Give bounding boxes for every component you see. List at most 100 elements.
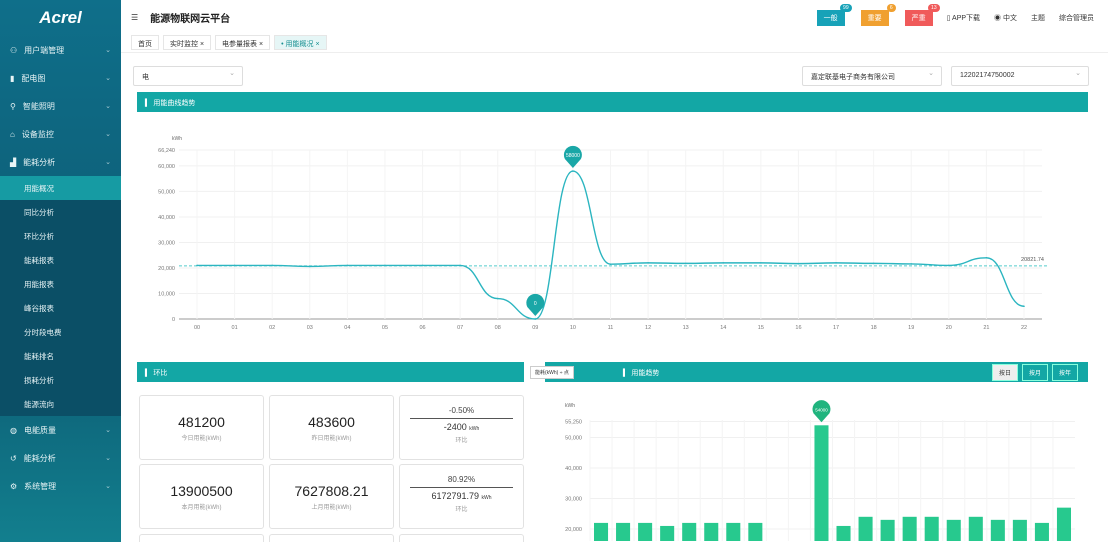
data-point <box>384 264 386 267</box>
chevron-down-icon: ⌄ <box>105 47 111 54</box>
alarm-badge[interactable]: 重要 6 <box>860 4 896 26</box>
period-button[interactable]: 按月 <box>1021 364 1048 381</box>
x-tick-label: 02 <box>269 325 275 331</box>
y-tick-label: 20,000 <box>565 527 582 533</box>
stat-card: 80.92% 6172791.79 kWh 环比 <box>399 464 524 529</box>
sidebar-item[interactable]: ▟ 能耗分析 ⌄ <box>10 157 111 167</box>
min-marker-label: 0 <box>534 301 537 307</box>
company-select[interactable]: 嘉定联基电子商务有限公司 <box>802 66 942 86</box>
x-tick-label: 20 <box>946 325 952 331</box>
submenu-item[interactable]: 用能报表 <box>24 279 54 289</box>
theme-link[interactable]: 主题 <box>1031 15 1045 22</box>
menu-toggle-icon[interactable]: ☰ <box>131 13 139 22</box>
language-switch[interactable]: ◉ 中文 <box>994 15 1017 22</box>
x-tick-label: 18 <box>871 325 877 331</box>
x-tick-label: 04 <box>344 325 350 331</box>
tab[interactable]: • 用能概况 × <box>274 35 327 50</box>
submenu-item[interactable]: 环比分析 <box>24 231 54 241</box>
chevron-down-icon: ⌄ <box>105 483 111 490</box>
bar-chart: kWh 20,000 30,000 40,000 50,000 55,250 54000 <box>565 400 1075 541</box>
sidebar-item[interactable]: ⚇ 用户端管理 ⌄ <box>10 45 111 55</box>
chevron-down-icon: ⌄ <box>105 427 111 434</box>
tab[interactable]: 实时监控 × <box>163 35 212 50</box>
y-tick-label: 30,000 <box>158 240 175 246</box>
x-tick-label: 21 <box>983 325 989 331</box>
stat-card <box>269 534 394 542</box>
sidebar-item[interactable]: ⚙ 系统管理 ⌄ <box>10 481 111 491</box>
tab[interactable]: 电参量报表 × <box>215 35 271 50</box>
monitor-icon: ⌂ <box>10 129 15 139</box>
alarm-badge[interactable]: 严重 13 <box>904 4 940 26</box>
data-point <box>1023 305 1025 308</box>
data-point <box>459 264 461 267</box>
data-point <box>346 264 349 267</box>
stat-card: 13900500 本月用能(kWh) <box>139 464 264 529</box>
meter-select[interactable]: 12202174750002 <box>951 66 1089 86</box>
bar <box>704 522 719 541</box>
sidebar-item[interactable]: ▮ 配电图 ⌄ <box>10 73 111 83</box>
bar <box>1034 522 1049 541</box>
x-tick-label: 03 <box>307 325 313 331</box>
y-tick-label: 50,000 <box>565 436 582 442</box>
bar <box>748 522 763 541</box>
submenu-item[interactable]: 损耗分析 <box>24 375 54 385</box>
y-tick-label: 50,000 <box>158 189 175 195</box>
submenu-item[interactable]: 分时段电费 <box>24 327 62 337</box>
page-title: 能源物联网云平台 <box>150 14 231 25</box>
y-tick-label: 55,250 <box>565 419 582 425</box>
bar <box>726 522 741 541</box>
sidebar-item[interactable]: ⌂ 设备监控 ⌄ <box>10 129 111 139</box>
bar <box>616 522 631 541</box>
alarm-badge[interactable]: 一般 99 <box>816 4 852 26</box>
data-point <box>948 264 950 267</box>
stat-card: -0.50% -2400 kWh 环比 <box>399 395 524 460</box>
tab[interactable]: 首页 <box>131 35 159 50</box>
x-tick-label: 08 <box>495 325 501 331</box>
submenu-item[interactable]: 峰谷报表 <box>24 303 54 313</box>
max-marker <box>812 400 831 423</box>
stat-card <box>399 534 524 542</box>
data-point <box>233 264 236 267</box>
count-badge: 99 <box>840 4 852 12</box>
bar <box>902 516 917 541</box>
stat-card: 7627808.21 上月用能(kWh) <box>269 464 394 529</box>
sidebar-item[interactable]: ↺ 能耗分析 ⌄ <box>10 453 111 463</box>
submenu-item[interactable]: 能耗排名 <box>24 351 54 361</box>
bar <box>682 522 697 541</box>
data-point <box>572 170 574 172</box>
sidebar-item[interactable]: ⚲ 智能照明 ⌄ <box>10 101 111 111</box>
bar <box>1056 507 1071 541</box>
period-button[interactable]: 按年 <box>1051 364 1078 381</box>
submenu-item[interactable]: 用能概况 <box>0 176 121 200</box>
stats-panel-header: 环比 <box>137 362 524 382</box>
logo: Acrel <box>39 8 82 27</box>
sidebar-item[interactable]: ◍ 电能质量 ⌄ <box>10 425 111 435</box>
device-icon: ▮ <box>10 73 15 83</box>
energy-type-select[interactable]: 电 <box>133 66 243 86</box>
x-tick-label: 10 <box>570 325 576 331</box>
line-chart: kWh 0 10,000 20,000 30,000 40,000 50,000 60,000… <box>158 136 1047 331</box>
x-tick-label: 14 <box>720 325 726 331</box>
submenu-item[interactable]: 能耗报表 <box>24 255 54 265</box>
submenu-item[interactable]: 同比分析 <box>24 207 54 217</box>
x-tick-label: 06 <box>419 325 425 331</box>
period-button[interactable]: 按日 <box>991 364 1018 381</box>
y-axis-label: kWh <box>172 136 182 142</box>
header: ☰ 能源物联网云平台 一般 99 重要 6 严重 13 ▯ APP下载 ◉ 中文 主题 综… <box>121 0 1108 35</box>
submenu: 用能概况同比分析环比分析能耗报表用能报表峰谷报表分时段电费能耗排名损耗分析能源流… <box>0 176 121 416</box>
app-download-link[interactable]: ▯ APP下载 <box>946 15 981 22</box>
bar <box>946 519 961 541</box>
x-tick-label: 00 <box>194 325 200 331</box>
submenu-item[interactable]: 能源流向 <box>24 399 54 409</box>
x-tick-label: 07 <box>457 325 463 331</box>
data-point <box>647 262 649 264</box>
stat-card <box>139 534 264 542</box>
count-badge: 13 <box>928 4 940 12</box>
quality-icon: ◍ <box>10 425 17 435</box>
user-menu[interactable]: 综合管理员 <box>1059 15 1094 22</box>
x-tick-label: 01 <box>232 325 238 331</box>
chevron-down-icon: ⌄ <box>105 103 111 110</box>
data-point <box>910 263 913 265</box>
bar <box>638 522 653 541</box>
chevron-down-icon: ⌄ <box>105 75 111 82</box>
